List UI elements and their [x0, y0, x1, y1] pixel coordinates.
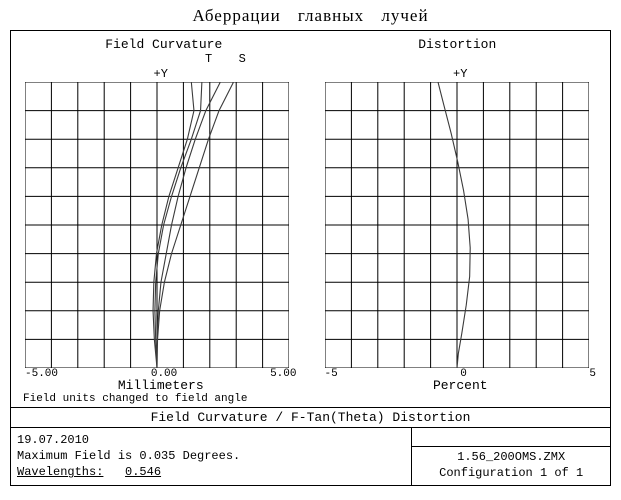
footer-wavelengths: Wavelengths: 0.546 [17, 464, 405, 480]
chart-titles-row: Field Curvature Distortion [17, 37, 604, 52]
wavelengths-value: 0.546 [125, 465, 161, 479]
left-chart-block: T S +Y -5.00 0.00 5.00 Millimeters [25, 52, 297, 393]
footer-config: Configuration 1 of 1 [418, 466, 604, 482]
footer-left: 19.07.2010 Maximum Field is 0.035 Degree… [11, 428, 412, 485]
left-y-label: +Y [25, 67, 297, 82]
left-x-axis-label: Millimeters [25, 378, 297, 393]
plot-area: Field Curvature Distortion T S +Y -5.00 … [11, 31, 610, 407]
footer-date: 19.07.2010 [17, 432, 405, 448]
section-title-bar: Field Curvature / F-Tan(Theta) Distortio… [11, 407, 610, 428]
distortion-plot [325, 82, 589, 368]
right-y-label: +Y [325, 67, 597, 82]
footer-filename: 1.56_200OMS.ZMX [418, 450, 604, 466]
right-chart-title: Distortion [311, 37, 605, 52]
s-label: S [239, 52, 246, 66]
footer-maxfield: Maximum Field is 0.035 Degrees. [17, 448, 405, 464]
ts-labels: T S [25, 52, 297, 67]
charts-row: T S +Y -5.00 0.00 5.00 Millimeters +Y [17, 52, 604, 393]
spacer [325, 52, 597, 67]
footer-right-info: 1.56_200OMS.ZMX Configuration 1 of 1 [412, 447, 610, 484]
right-x-axis-label: Percent [325, 378, 597, 393]
page-title: Аберрации главных лучей [0, 0, 621, 30]
footer-right-blank [412, 428, 610, 447]
units-note: Field units changed to field angle [17, 393, 604, 407]
x-tick: 5 [589, 368, 596, 380]
footer-right: 1.56_200OMS.ZMX Configuration 1 of 1 [412, 428, 610, 485]
x-tick: -5.00 [25, 368, 58, 380]
right-chart-block: +Y -5 0 5 Percent [325, 52, 597, 393]
outer-frame: Field Curvature Distortion T S +Y -5.00 … [10, 30, 611, 486]
x-tick: -5 [325, 368, 338, 380]
x-tick: 5.00 [270, 368, 296, 380]
footer-grid: 19.07.2010 Maximum Field is 0.035 Degree… [11, 428, 610, 485]
field-curvature-plot [25, 82, 289, 368]
t-label: T [205, 52, 212, 66]
left-chart-title: Field Curvature [17, 37, 311, 52]
wavelengths-label: Wavelengths: [17, 465, 103, 479]
